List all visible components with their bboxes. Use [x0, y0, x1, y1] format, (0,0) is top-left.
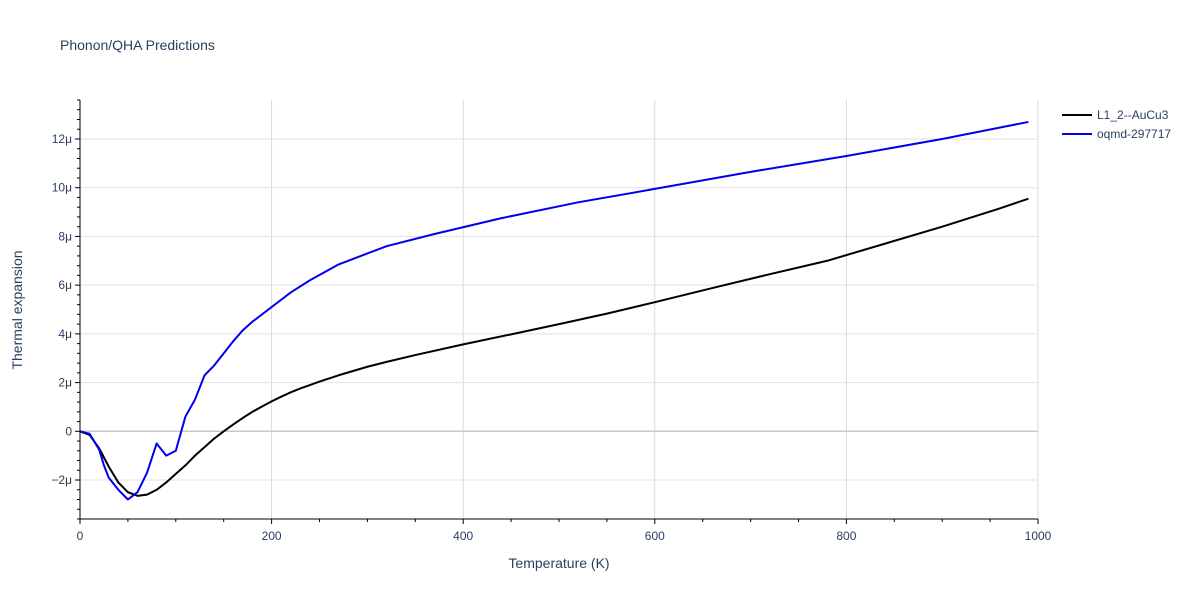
y-tick-label: 2μ	[58, 376, 72, 390]
y-tick-label: 0	[65, 424, 72, 438]
legend[interactable]: L1_2--AuCu3 oqmd-297717	[1062, 108, 1171, 141]
y-axis-title: Thermal expansion	[9, 250, 25, 369]
x-axis-title: Temperature (K)	[508, 555, 609, 571]
axes: 0 200 400 600 800 1000 −2μ 0 2μ 4μ 6μ 8μ 10μ 12μ	[51, 99, 1052, 543]
x-tick-label: 400	[453, 529, 473, 543]
x-tick-label: 600	[645, 529, 665, 543]
y-tick-label: 6μ	[58, 278, 72, 292]
legend-item[interactable]: L1_2--AuCu3	[1062, 108, 1169, 122]
legend-label: oqmd-297717	[1097, 127, 1171, 141]
legend-label: L1_2--AuCu3	[1097, 108, 1169, 122]
legend-item[interactable]: oqmd-297717	[1062, 127, 1171, 141]
plot-area	[79, 120, 1029, 501]
y-tick-label: 4μ	[58, 327, 72, 341]
chart-title: Phonon/QHA Predictions	[60, 37, 215, 53]
series-line-0	[79, 197, 1029, 497]
x-tick-label: 1000	[1025, 529, 1052, 543]
x-tick-label: 0	[77, 529, 84, 543]
y-tick-label: 12μ	[52, 132, 72, 146]
y-tick-label: −2μ	[51, 473, 72, 487]
y-tick-label: 10μ	[52, 181, 72, 195]
x-tick-label: 800	[836, 529, 856, 543]
x-tick-label: 200	[262, 529, 282, 543]
y-tick-label: 8μ	[58, 229, 72, 243]
series-line-1	[79, 120, 1029, 501]
grid	[80, 100, 1039, 519]
